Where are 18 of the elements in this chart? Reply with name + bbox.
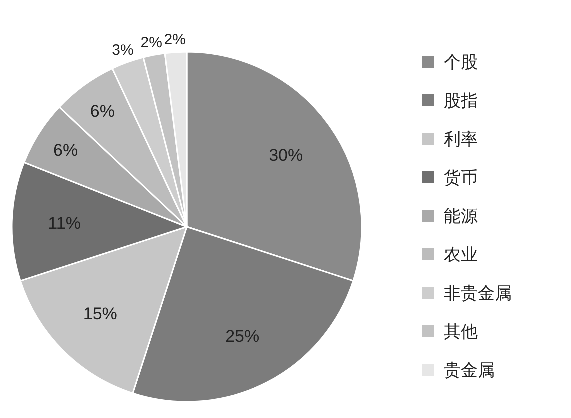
data-label: 2% bbox=[164, 31, 186, 48]
legend-label: 其他 bbox=[444, 322, 478, 342]
data-label: 11% bbox=[48, 214, 81, 234]
legend-label: 贵金属 bbox=[444, 361, 495, 380]
legend-label: 货币 bbox=[444, 168, 478, 188]
data-label: 2% bbox=[140, 34, 162, 52]
legend-label: 个股 bbox=[444, 53, 478, 72]
legend-label: 农业 bbox=[444, 246, 478, 264]
legend-label: 利率 bbox=[444, 130, 478, 149]
data-label: 6% bbox=[90, 102, 115, 121]
data-label: 3% bbox=[112, 42, 134, 60]
legend-label: 非贵金属 bbox=[444, 284, 512, 303]
data-label: 6% bbox=[54, 141, 78, 160]
data-label: 15% bbox=[83, 304, 118, 324]
data-label: 25% bbox=[226, 327, 260, 346]
data-label: 30% bbox=[269, 146, 304, 165]
legend-label: 股指 bbox=[444, 92, 478, 110]
legend-label: 能源 bbox=[444, 207, 478, 226]
